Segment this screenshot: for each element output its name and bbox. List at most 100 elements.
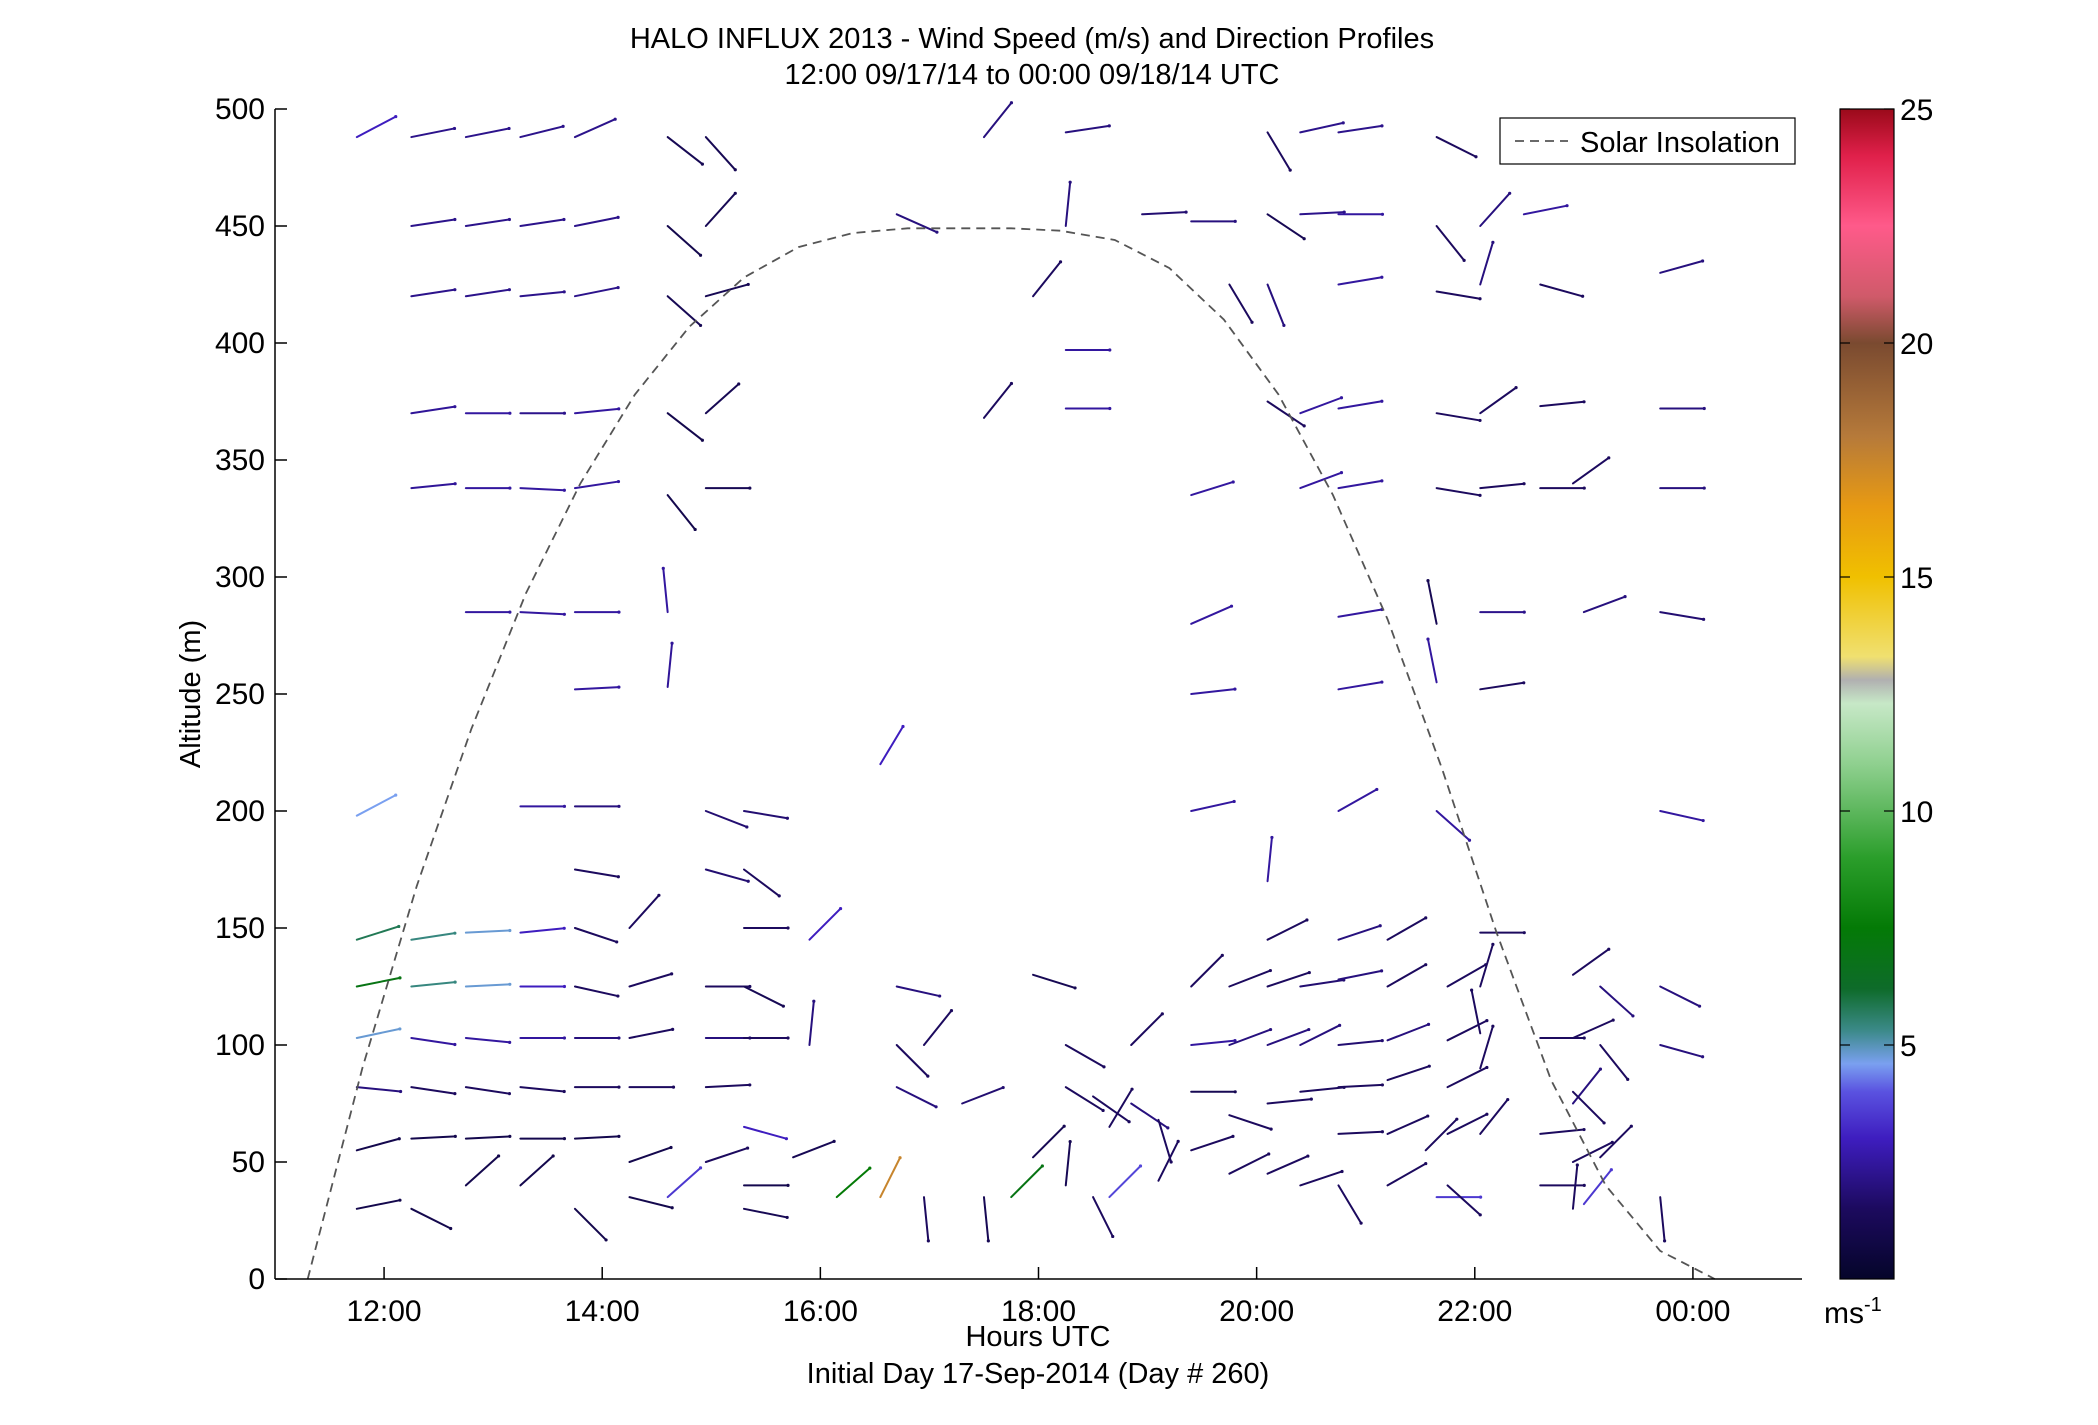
wind-vector <box>1190 688 1236 695</box>
wind-vector <box>1446 1019 1488 1042</box>
wind-vector-head <box>1102 1065 1106 1069</box>
wind-vector-head <box>562 804 567 808</box>
wind-vector-head <box>1424 963 1428 967</box>
wind-vector-head <box>1582 1036 1586 1040</box>
wind-vector-head <box>1127 1120 1131 1124</box>
wind-vector <box>1228 1114 1273 1131</box>
wind-vector <box>1266 919 1308 941</box>
x-tick-label: 20:00 <box>1219 1295 1294 1328</box>
wind-vector-head <box>661 566 665 570</box>
wind-vector <box>1337 969 1383 981</box>
y-tick-label: 100 <box>215 1029 265 1062</box>
wind-vector-head <box>1485 1019 1489 1023</box>
wind-vector-head <box>1380 680 1384 684</box>
wind-vector <box>743 985 785 1008</box>
wind-vector <box>355 1137 401 1152</box>
wind-vector <box>1571 1090 1606 1124</box>
wind-vector <box>1266 971 1311 988</box>
y-tick-label: 200 <box>215 795 265 828</box>
wind-vector <box>1266 1028 1310 1046</box>
wind-vector-head <box>1424 1161 1428 1166</box>
wind-vector-head <box>1001 1085 1005 1090</box>
wind-vector <box>1130 1102 1169 1129</box>
wind-vector <box>1446 1113 1488 1135</box>
wind-vector-head <box>786 926 790 930</box>
wind-vector-head <box>1522 931 1526 935</box>
wind-vector-head <box>781 1004 785 1008</box>
wind-vector <box>1266 1155 1309 1175</box>
wind-vector-head <box>1233 687 1237 691</box>
x-tick-label: 14:00 <box>565 1295 640 1328</box>
wind-vector <box>1190 1039 1236 1046</box>
wind-vector-head <box>1426 637 1430 641</box>
wind-vector-head <box>453 1134 457 1139</box>
wind-vector <box>1386 916 1427 941</box>
wind-vector <box>1228 283 1254 324</box>
wind-vector-head <box>398 1089 403 1094</box>
wind-vector <box>1479 192 1511 227</box>
wind-vector-head <box>453 1092 457 1096</box>
wind-vector-head <box>1338 1023 1342 1027</box>
wind-vector-head <box>693 527 697 532</box>
legend-label-solar: Solar Insolation <box>1580 127 1780 159</box>
wind-vector <box>628 1146 673 1163</box>
wind-vector <box>464 1036 511 1044</box>
wind-vector-head <box>1581 294 1585 298</box>
wind-vector-head <box>784 1137 789 1141</box>
wind-vector <box>1599 1044 1629 1081</box>
wind-vector-head <box>507 126 511 131</box>
wind-vector-head <box>1508 191 1512 195</box>
wind-vector <box>1337 400 1383 410</box>
wind-vector-head <box>617 407 621 411</box>
wind-vector-head <box>926 1074 930 1078</box>
wind-vector-head <box>1309 1097 1313 1101</box>
wind-vector-head <box>748 1083 752 1087</box>
wind-vector <box>1539 400 1586 408</box>
wind-vector <box>1386 1115 1429 1135</box>
wind-vector-head <box>1598 1067 1603 1071</box>
wind-vector <box>1470 989 1482 1035</box>
wind-vector <box>662 567 669 614</box>
wind-vector <box>1426 638 1438 684</box>
wind-vector-head <box>1267 1152 1271 1156</box>
wind-vector <box>1659 985 1701 1008</box>
wind-vector-head <box>394 793 398 797</box>
wind-vector-head <box>508 982 512 986</box>
wind-vector-head <box>562 1036 567 1040</box>
wind-vector-head <box>1184 210 1188 214</box>
wind-vector-head <box>508 411 512 415</box>
wind-vector-head <box>748 486 752 490</box>
wind-vector <box>1299 978 1345 988</box>
wind-vector <box>1064 1140 1072 1187</box>
wind-vector-head <box>1359 1221 1363 1225</box>
wind-vectors <box>355 101 1706 1243</box>
wind-vector-head <box>551 1154 555 1158</box>
wind-vector <box>355 925 400 941</box>
wind-vector <box>1266 131 1292 172</box>
wind-vector-head <box>1380 212 1385 216</box>
x-tick-label: 00:00 <box>1655 1295 1730 1328</box>
wind-vector-head <box>949 1009 954 1013</box>
wind-vector-head <box>453 288 457 292</box>
wind-vector-head <box>1231 1134 1235 1138</box>
wind-vector <box>628 1028 674 1039</box>
wind-vector-head <box>1270 835 1274 840</box>
wind-vector <box>1190 954 1224 988</box>
wind-vector-head <box>1229 604 1234 608</box>
wind-vector <box>1228 1153 1270 1175</box>
wind-vector <box>1659 611 1705 621</box>
wind-vector-head <box>1426 579 1430 583</box>
wind-vector-head <box>1288 168 1292 172</box>
wind-vector <box>519 611 566 616</box>
wind-vector <box>1266 400 1306 427</box>
colorbar-unit: ms-1 <box>1824 1294 1882 1330</box>
wind-vector-head <box>1607 947 1611 951</box>
wind-vector <box>573 985 619 998</box>
legend: Solar Insolation <box>1499 117 1796 165</box>
y-tick-label: 400 <box>215 327 265 360</box>
wind-vector <box>1299 471 1343 490</box>
wind-vector-head <box>453 980 457 984</box>
wind-vector <box>1064 1086 1105 1112</box>
wind-vector <box>666 1166 702 1199</box>
wind-vector-head <box>733 168 737 172</box>
